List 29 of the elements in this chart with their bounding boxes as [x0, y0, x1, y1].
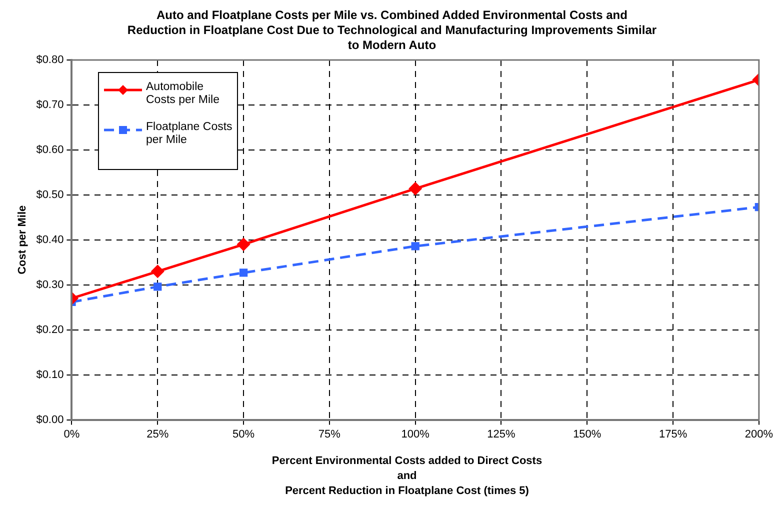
point [154, 282, 162, 291]
point [411, 242, 420, 250]
x-tick-label: 125% [487, 428, 516, 440]
point [237, 238, 250, 251]
x-axis-title: Percent Environmental Costs added to Direct Costs and Percent Reduction in Floatplane Cost (times 5) [270, 454, 544, 499]
point [239, 268, 248, 277]
legend-label: Automobile Costs per Mile [146, 81, 220, 107]
x-tick-label: 25% [146, 428, 169, 440]
y-tick-label: $0.40 [36, 234, 64, 246]
x-tick-label: 150% [573, 428, 602, 440]
chart-title: Auto and Floatplane Costs per Mile vs. Combined Added Environmental Costs and Reduction in Floatplane Cost Due to Technological and Manufacturing Improvements Similar to Modern Auto [126, 8, 658, 53]
y-axis-title: Cost per Mile [16, 205, 29, 274]
y-tick-label: $0.00 [36, 414, 64, 426]
y-tick-label: $0.50 [36, 188, 64, 201]
y-tick-label: $0.10 [36, 368, 64, 381]
x-tick-label: 175% [658, 428, 688, 440]
y-tick-label: $0.70 [36, 99, 64, 112]
x-tick-label: 75% [318, 428, 341, 440]
y-tick-label: $0.30 [36, 278, 64, 291]
x-tick-label: 100% [401, 428, 430, 440]
x-tick-label: 200% [744, 428, 774, 440]
y-tick-label: $0.80 [36, 54, 64, 66]
y-tick-label: $0.20 [36, 324, 64, 336]
legend-label: Floatplane Costs per Mile [146, 121, 233, 147]
point [409, 182, 422, 195]
x-tick-label: 50% [232, 428, 255, 440]
point [151, 265, 164, 278]
y-tick-label: $0.60 [36, 144, 64, 156]
x-tick-label: 0% [64, 428, 80, 440]
